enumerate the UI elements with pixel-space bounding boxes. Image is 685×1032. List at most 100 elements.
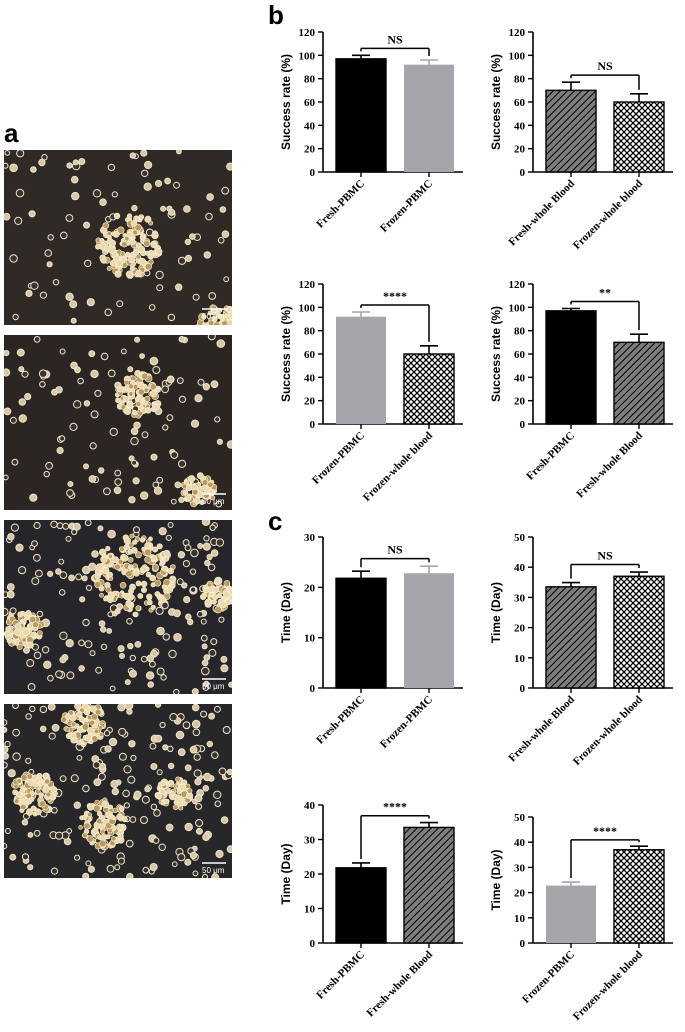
significance-label: ** xyxy=(599,286,611,300)
x-tick-label: Fresh-whole Blood xyxy=(506,694,577,765)
x-tick-label: Frozen-PBMC xyxy=(520,949,577,1006)
y-tick-label: 120 xyxy=(299,27,316,39)
significance-label: **** xyxy=(383,289,407,303)
micrograph-3-image: 50 μm xyxy=(4,520,232,694)
y-tick-label: 0 xyxy=(520,419,526,431)
bar-fresh-pbmc xyxy=(335,577,387,689)
significance-label: NS xyxy=(387,32,403,46)
bar-frozen-pbmc xyxy=(404,64,454,172)
chart-6: 0 10 20 30 40 50 Time (Day) Fresh-whole BloodFr… xyxy=(489,532,673,768)
bar-fresh-whole-blood xyxy=(613,341,665,425)
x-tick-label: Frozen-whole blood xyxy=(571,694,645,768)
x-tick-label: Frozen-whole blood xyxy=(571,178,645,252)
chart-3: 0 20 40 60 80 100 120 Success rate (%) Frozen-PB… xyxy=(279,279,463,504)
y-tick-label: 0 xyxy=(310,167,316,179)
y-tick-label: 40 xyxy=(514,837,526,849)
y-tick-label: 30 xyxy=(514,592,526,604)
y-tick-label: 100 xyxy=(299,302,316,314)
y-axis-label: Time (Day) xyxy=(279,843,293,904)
y-tick-label: 0 xyxy=(310,938,316,950)
y-tick-label: 30 xyxy=(304,532,316,544)
y-tick-label: 10 xyxy=(514,653,526,665)
y-tick-label: 100 xyxy=(509,50,526,62)
x-tick-label: Fresh-PBMC xyxy=(314,694,367,747)
y-tick-label: 80 xyxy=(514,326,526,338)
micrograph-1: 50 μm xyxy=(4,150,232,325)
y-tick-label: 50 xyxy=(514,812,526,824)
y-tick-label: 20 xyxy=(304,144,316,156)
x-tick-label: Fresh-whole Blood xyxy=(506,178,577,249)
y-tick-label: 30 xyxy=(304,835,316,847)
bar-frozen-pbmc xyxy=(546,885,596,943)
bar-frozen-whole-blood xyxy=(613,849,665,944)
bar-frozen-whole-blood xyxy=(613,575,665,689)
micrograph-4-image: 50 μm xyxy=(4,704,232,878)
y-axis-label: Success rate (%) xyxy=(489,54,503,150)
y-axis-label: Success rate (%) xyxy=(489,306,503,402)
significance-label: **** xyxy=(383,800,407,814)
y-axis-label: Time (Day) xyxy=(489,582,503,643)
bar-fresh-pbmc xyxy=(335,58,387,173)
x-tick-label: Frozen-PBMC xyxy=(378,178,435,235)
x-tick-label: Fresh-whole Blood xyxy=(364,949,435,1020)
y-tick-label: 0 xyxy=(310,683,316,695)
significance-label: NS xyxy=(597,548,613,562)
y-tick-label: 120 xyxy=(299,279,316,291)
y-tick-label: 20 xyxy=(514,396,526,408)
y-tick-label: 60 xyxy=(304,349,316,361)
y-tick-label: 0 xyxy=(520,167,526,179)
y-tick-label: 60 xyxy=(304,97,316,109)
bar-frozen-pbmc xyxy=(336,316,386,424)
y-tick-label: 20 xyxy=(304,582,316,594)
bar-frozen-whole-blood xyxy=(403,353,455,425)
y-tick-label: 40 xyxy=(304,372,316,384)
micrograph-1-image: 50 μm xyxy=(4,150,232,325)
significance-label: NS xyxy=(387,543,403,557)
x-tick-label: Fresh-whole Blood xyxy=(574,430,645,501)
y-axis-label: Time (Day) xyxy=(489,849,503,910)
bar-fresh-pbmc xyxy=(335,867,387,944)
y-tick-label: 40 xyxy=(304,800,316,812)
x-tick-label: Frozen-PBMC xyxy=(310,430,367,487)
bar-fresh-pbmc xyxy=(545,310,597,425)
x-tick-label: Fresh-PBMC xyxy=(524,430,577,483)
micrograph-3: 50 μm xyxy=(4,520,232,694)
y-tick-label: 120 xyxy=(509,27,526,39)
bar-frozen-pbmc xyxy=(404,573,454,688)
y-tick-label: 40 xyxy=(514,120,526,132)
y-tick-label: 20 xyxy=(514,888,526,900)
micrograph-4: 50 μm xyxy=(4,704,232,878)
chart-1: 0 20 40 60 80 100 120 Success rate (%) Fresh-PBM… xyxy=(279,27,463,235)
panel-label-b: b xyxy=(268,0,284,30)
x-tick-label: Frozen-whole blood xyxy=(361,430,435,504)
significance-label: **** xyxy=(593,824,617,838)
y-tick-label: 10 xyxy=(304,633,316,645)
x-tick-label: Frozen-whole blood xyxy=(571,949,645,1023)
x-tick-label: Frozen-PBMC xyxy=(378,694,435,751)
y-tick-label: 80 xyxy=(304,326,316,338)
y-tick-label: 20 xyxy=(304,869,316,881)
y-axis-label: Success rate (%) xyxy=(279,306,293,402)
y-tick-label: 20 xyxy=(514,144,526,156)
y-tick-label: 50 xyxy=(514,532,526,544)
significance-label: NS xyxy=(597,59,613,73)
y-tick-label: 20 xyxy=(514,623,526,635)
y-tick-label: 80 xyxy=(304,74,316,86)
scale-bar-label-4: 50 μm xyxy=(202,866,225,875)
micrograph-2-image: 50 μm xyxy=(4,335,232,510)
y-tick-label: 10 xyxy=(304,904,316,916)
chart-2: 0 20 40 60 80 100 120 Success rate (%) Fresh-who… xyxy=(489,27,673,252)
scale-bar-label-2: 50 μm xyxy=(202,497,225,506)
chart-4: 0 20 40 60 80 100 120 Success rate (%) Fresh-PBM… xyxy=(489,279,673,500)
bar-fresh-whole-blood xyxy=(403,826,455,944)
y-axis-label: Success rate (%) xyxy=(279,54,293,150)
y-tick-label: 10 xyxy=(514,913,526,925)
panel-label-a: a xyxy=(4,118,19,148)
y-tick-label: 30 xyxy=(514,862,526,874)
y-tick-label: 40 xyxy=(514,372,526,384)
y-tick-label: 120 xyxy=(509,279,526,291)
chart-5: 0 10 20 30 Time (Day) Fresh-PBMC Frozen-PBMC NS xyxy=(279,532,463,751)
bar-fresh-whole-blood xyxy=(545,89,597,173)
bar-fresh-whole-blood xyxy=(545,586,597,689)
